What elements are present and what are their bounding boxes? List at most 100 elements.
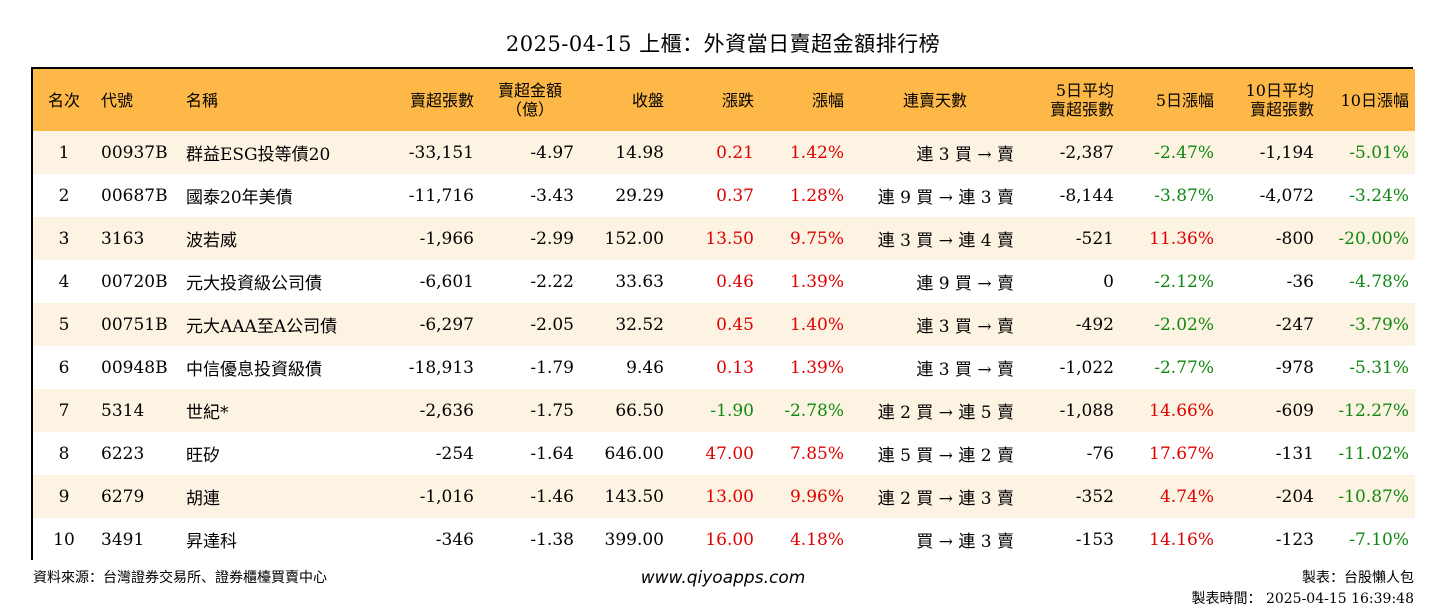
cell-code: 00720B bbox=[101, 271, 168, 292]
cell-pct5: 14.16% bbox=[1149, 529, 1214, 550]
cell-close: 29.29 bbox=[615, 185, 664, 206]
cell-close: 14.98 bbox=[615, 142, 664, 163]
cell-sell-volume: -254 bbox=[435, 443, 474, 464]
cell-rank: 4 bbox=[58, 271, 70, 292]
table-row: 3 3163 波若威 -1,966 -2.99 152.00 13.50 9.75% 連 3 買… bbox=[33, 217, 1415, 260]
cell-change-pct: 1.40% bbox=[789, 314, 844, 335]
header-avg10-sell-volume: 10日平均 賣超張數 bbox=[1220, 69, 1320, 131]
maker-credit: 製表：台股懶人包 bbox=[1302, 570, 1414, 586]
cell-avg10-sell-volume: -609 bbox=[1275, 400, 1314, 421]
table-row: 8 6223 旺矽 -254 -1.64 646.00 47.00 7.85% 連 5 買 → … bbox=[33, 432, 1415, 475]
cell-name: 元大AAA至A公司債 bbox=[186, 317, 338, 337]
cell-close: 32.52 bbox=[615, 314, 664, 335]
cell-change: 0.46 bbox=[716, 271, 754, 292]
cell-change: -1.90 bbox=[710, 400, 754, 421]
cell-pct5: 17.67% bbox=[1149, 443, 1214, 464]
table-row: 7 5314 世紀* -2,636 -1.75 66.50 -1.90 -2.78% 連 2 買… bbox=[33, 389, 1415, 432]
cell-name: 中信優息投資級債 bbox=[186, 360, 322, 380]
cell-pct10: -5.31% bbox=[1349, 357, 1409, 378]
cell-code: 3491 bbox=[101, 529, 145, 550]
cell-change-pct: 9.96% bbox=[789, 486, 844, 507]
ranking-table-grid: 名次 代號 名稱 賣超張數 賣超金額 （億） 收盤 漲跌 漲幅 連賣天數 5日平均 賣超張數 5日漲幅 1… bbox=[33, 69, 1415, 561]
header-sell-amount: 賣超金額 （億） bbox=[480, 69, 580, 131]
cell-sell-amount: -1.64 bbox=[530, 443, 574, 464]
cell-sell-amount: -2.22 bbox=[530, 271, 574, 292]
cell-code: 00751B bbox=[101, 314, 168, 335]
table-row: 6 00948B 中信優息投資級債 -18,913 -1.79 9.46 0.13 1.39%… bbox=[33, 346, 1415, 389]
cell-code: 5314 bbox=[101, 400, 145, 421]
cell-avg10-sell-volume: -978 bbox=[1275, 357, 1314, 378]
website-link[interactable]: www.qiyoapps.com bbox=[640, 568, 806, 588]
cell-pct10: -11.02% bbox=[1338, 443, 1409, 464]
cell-change-pct: 1.39% bbox=[789, 357, 844, 378]
header-change-pct: 漲幅 bbox=[760, 69, 850, 131]
cell-avg5-sell-volume: -76 bbox=[1086, 443, 1114, 464]
cell-change-pct: 9.75% bbox=[789, 228, 844, 249]
cell-pct5: -2.47% bbox=[1154, 142, 1214, 163]
cell-pct5: -3.87% bbox=[1154, 185, 1214, 206]
cell-pct10: -5.01% bbox=[1349, 142, 1409, 163]
cell-pct10: -10.87% bbox=[1338, 486, 1409, 507]
cell-change-pct: 7.85% bbox=[789, 443, 844, 464]
header-label: 10日平均 bbox=[1245, 81, 1314, 100]
header-sell-volume: 賣超張數 bbox=[370, 69, 480, 131]
cell-consecutive-days: 連 3 買 → 連 4 賣 bbox=[877, 231, 1014, 251]
cell-pct5: 14.66% bbox=[1149, 400, 1214, 421]
table-header-row: 名次 代號 名稱 賣超張數 賣超金額 （億） 收盤 漲跌 漲幅 連賣天數 5日平均 賣超張數 5日漲幅 1… bbox=[33, 69, 1415, 131]
cell-name: 群益ESG投等債20 bbox=[186, 145, 331, 165]
header-pct10: 10日漲幅 bbox=[1320, 69, 1415, 131]
cell-rank: 9 bbox=[58, 486, 70, 507]
cell-change: 13.50 bbox=[705, 228, 754, 249]
cell-sell-amount: -2.05 bbox=[530, 314, 574, 335]
table-row: 10 3491 昇達科 -346 -1.38 399.00 16.00 4.18% 買 → 連 … bbox=[33, 518, 1415, 561]
cell-close: 646.00 bbox=[604, 443, 664, 464]
table-body: 1 00937B 群益ESG投等債20 -33,151 -4.97 14.98 0.21 1.… bbox=[33, 131, 1415, 561]
cell-code: 00948B bbox=[101, 357, 168, 378]
cell-avg5-sell-volume: -1,088 bbox=[1059, 400, 1114, 421]
cell-sell-volume: -6,297 bbox=[419, 314, 474, 335]
header-name: 名稱 bbox=[180, 69, 370, 131]
cell-pct10: -3.24% bbox=[1349, 185, 1409, 206]
cell-sell-volume: -346 bbox=[435, 529, 474, 550]
cell-avg10-sell-volume: -131 bbox=[1275, 443, 1314, 464]
cell-close: 143.50 bbox=[604, 486, 664, 507]
cell-avg10-sell-volume: -36 bbox=[1286, 271, 1314, 292]
cell-avg5-sell-volume: -8,144 bbox=[1059, 185, 1114, 206]
table-row: 4 00720B 元大投資級公司債 -6,601 -2.22 33.63 0.46 1.39%… bbox=[33, 260, 1415, 303]
header-pct5: 5日漲幅 bbox=[1120, 69, 1220, 131]
table-row: 9 6279 胡連 -1,016 -1.46 143.50 13.00 9.96% 連 2 買 … bbox=[33, 475, 1415, 518]
cell-consecutive-days: 連 9 買 → 賣 bbox=[916, 274, 1014, 294]
cell-pct10: -20.00% bbox=[1338, 228, 1409, 249]
cell-consecutive-days: 連 3 買 → 賣 bbox=[916, 145, 1014, 165]
cell-change: 0.45 bbox=[716, 314, 754, 335]
cell-consecutive-days: 連 9 買 → 連 3 賣 bbox=[877, 188, 1014, 208]
cell-sell-volume: -11,716 bbox=[408, 185, 474, 206]
cell-avg10-sell-volume: -204 bbox=[1275, 486, 1314, 507]
cell-consecutive-days: 連 2 買 → 連 5 賣 bbox=[877, 403, 1014, 423]
data-source-note: 資料來源：台灣證券交易所、證券櫃檯買賣中心 bbox=[33, 570, 327, 586]
cell-name: 波若威 bbox=[186, 231, 237, 251]
header-label-line2: 賣超張數 bbox=[1049, 100, 1114, 119]
header-label: 5日漲幅 bbox=[1155, 90, 1214, 110]
cell-rank: 7 bbox=[58, 400, 70, 421]
cell-rank: 8 bbox=[58, 443, 70, 464]
table-row: 5 00751B 元大AAA至A公司債 -6,297 -2.05 32.52 0.45 1.4… bbox=[33, 303, 1415, 346]
cell-close: 66.50 bbox=[615, 400, 664, 421]
header-consecutive-days: 連賣天數 bbox=[850, 69, 1020, 131]
cell-avg10-sell-volume: -123 bbox=[1275, 529, 1314, 550]
cell-sell-amount: -1.75 bbox=[530, 400, 574, 421]
cell-sell-amount: -1.46 bbox=[530, 486, 574, 507]
header-label: 收盤 bbox=[631, 90, 664, 110]
generated-time: 製表時間： 2025-04-15 16:39:48 bbox=[1191, 591, 1415, 607]
header-rank: 名次 bbox=[33, 69, 95, 131]
cell-change-pct: 1.28% bbox=[789, 185, 844, 206]
cell-avg5-sell-volume: -352 bbox=[1075, 486, 1114, 507]
cell-rank: 10 bbox=[53, 529, 75, 550]
cell-pct5: -2.12% bbox=[1154, 271, 1214, 292]
cell-avg5-sell-volume: -2,387 bbox=[1059, 142, 1114, 163]
cell-name: 國泰20年美債 bbox=[186, 188, 293, 208]
cell-pct10: -7.10% bbox=[1349, 529, 1409, 550]
header-label: 代號 bbox=[101, 90, 134, 110]
cell-avg5-sell-volume: -492 bbox=[1075, 314, 1114, 335]
cell-change: 13.00 bbox=[705, 486, 754, 507]
